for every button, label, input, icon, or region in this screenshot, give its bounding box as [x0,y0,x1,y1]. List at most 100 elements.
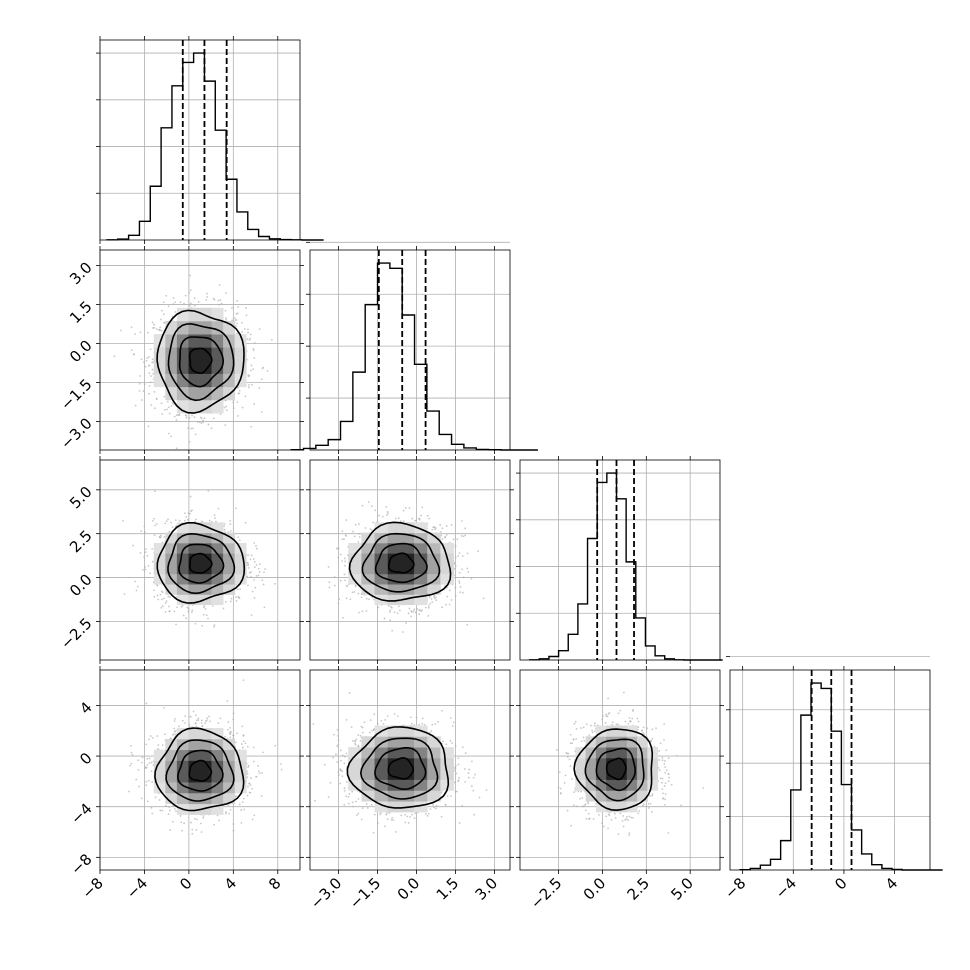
scatter-point [164,408,166,411]
scatter-point [200,722,203,724]
scatter-point [205,298,208,301]
density-cell [616,779,628,791]
density-cell [427,542,441,554]
scatter-point [408,507,411,509]
scatter-point [384,719,387,721]
scatter-point [424,606,427,609]
scatter-point [450,523,453,526]
scatter-point [359,734,362,737]
scatter-point [368,598,370,601]
scatter-point [137,759,140,762]
scatter-point [435,807,437,810]
scatter-point [243,808,246,811]
scatter-point [458,580,461,583]
scatter-point [372,729,375,731]
scatter-point [263,571,265,574]
scatter-point [346,585,348,588]
density-cell [595,757,607,770]
scatter-point [391,606,393,609]
scatter-point [461,555,464,557]
scatter-point [597,814,600,816]
density-cell [188,584,201,595]
density-cell [348,553,362,564]
scatter-point [242,734,245,737]
scatter-point [123,593,126,595]
scatter-point [341,770,344,773]
scatter-point [220,302,223,305]
scatter-point [588,817,591,820]
scatter-point [181,719,184,722]
scatter-point [253,357,256,359]
scatter-point [148,757,151,760]
scatter-point [240,743,243,745]
scatter-point [593,730,596,733]
scatter-point [253,542,256,544]
scatter-point [246,772,249,775]
scatter-point [175,623,177,626]
scatter-point [257,764,259,767]
scatter-point [453,781,456,784]
density-cell [400,736,415,748]
scatter-point [191,414,193,417]
scatter-point [663,723,666,725]
scatter-point [632,708,635,711]
scatter-point [167,406,170,409]
density-cell [414,522,428,534]
scatter-point [188,440,191,443]
scatter-point [141,761,143,764]
scatter-point [197,719,200,721]
density-cell [176,399,189,414]
scatter-point [222,607,225,610]
scatter-point [607,827,609,830]
scatter-point [240,821,243,824]
scatter-point [148,779,150,782]
histogram-step-3 [739,682,943,871]
density-cell [200,792,212,805]
scatter-point [457,763,460,766]
scatter-point [333,733,335,736]
scatter-point [203,605,206,608]
density-cell [647,779,659,791]
scatter-point [396,715,399,717]
contour-line-1 [374,542,428,584]
scatter-point [191,828,194,831]
density-cell [234,360,247,374]
density-cell [374,757,389,770]
scatter-point [141,756,144,759]
density-cell [400,747,415,759]
scatter-point [225,292,227,295]
y-tick-label: 0.0 [66,570,96,600]
scatter-point [193,297,196,300]
scatter-point [200,417,203,420]
density-cell [606,801,617,813]
density-cell [387,736,402,748]
scatter-point [234,319,237,321]
scatter-point [391,629,394,632]
density-cell [211,782,224,794]
scatter-point [341,538,344,541]
scatter-point [601,718,604,721]
scatter-point [173,415,176,418]
scatter-point [361,610,364,613]
scatter-point [169,829,172,831]
scatter-point [194,520,196,523]
density-cell [188,320,201,335]
scatter-point [629,720,632,723]
scatter-point [354,742,356,745]
scatter-point [148,762,151,764]
scatter-point [345,795,348,798]
scatter-point [411,813,413,816]
scatter-point [131,754,134,756]
contour-line-3 [154,727,245,812]
scatter-point [650,811,653,813]
scatter-point [373,813,376,816]
x-tick-label: 3.0 [472,874,502,904]
scatter-point [196,421,199,423]
scatter-point [341,530,344,533]
scatter-point [204,722,207,725]
scatter-point [171,401,174,404]
scatter-point [340,759,342,762]
scatter-point [263,606,266,609]
scatter-point [206,717,209,720]
scatter-point [151,361,154,364]
